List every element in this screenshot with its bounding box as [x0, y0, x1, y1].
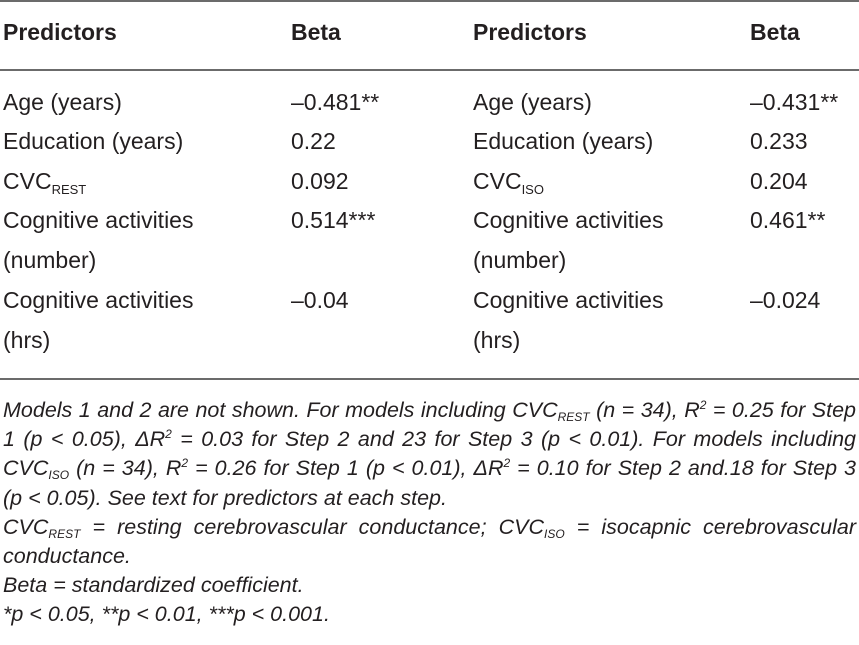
left-predictor-cog-hrs-line2: (hrs) [3, 327, 51, 353]
left-cvc-subscript: REST [51, 182, 87, 197]
footnote-models: Models 1 and 2 are not shown. For models… [3, 398, 857, 510]
left-predictor-age: Age (years) [3, 89, 122, 115]
left-beta-cog-hrs: –0.04 [291, 287, 349, 313]
right-predictor-cog-number-line1: Cognitive activities [473, 207, 664, 233]
left-beta-education: 0.22 [291, 128, 336, 154]
right-predictor-education: Education (years) [473, 128, 654, 154]
footnote-significance: *p < 0.05, **p < 0.01, ***p < 0.001. [3, 602, 330, 627]
right-predictor-cog-hrs-line1: Cognitive activities [473, 287, 664, 313]
left-cvc-label: CVC [3, 168, 52, 194]
left-predictor-education: Education (years) [3, 128, 184, 154]
left-beta-age: –0.481** [291, 89, 380, 115]
left-predictor-cog-number-line1: Cognitive activities [3, 207, 194, 233]
right-predictor-cog-hrs-line2: (hrs) [473, 327, 521, 353]
left-beta-cvc-rest: 0.092 [291, 168, 349, 194]
right-cvc-subscript: ISO [521, 182, 544, 197]
right-beta-education: 0.233 [750, 128, 808, 154]
right-beta-cog-hrs: –0.024 [750, 287, 821, 313]
header-right-predictors: Predictors [473, 19, 587, 45]
left-predictor-cvc-rest: CVCREST [3, 161, 86, 201]
table-header-rule [0, 69, 859, 71]
table-bottom-rule [0, 378, 859, 380]
right-cvc-label: CVC [473, 168, 522, 194]
right-beta-age: –0.431** [750, 89, 839, 115]
right-beta-cvc-iso: 0.204 [750, 168, 808, 194]
footnote-beta: Beta = standardized coefficient. [3, 573, 304, 598]
header-right-beta: Beta [750, 19, 800, 45]
right-beta-cog-number: 0.461** [750, 207, 826, 233]
table-top-rule [0, 0, 859, 2]
footnote-definitions: CVCREST = resting cerebrovascular conduc… [3, 514, 856, 569]
left-predictor-cog-hrs-line1: Cognitive activities [3, 287, 194, 313]
right-predictor-cvc-iso: CVCISO [473, 161, 544, 201]
right-predictor-cog-number-line2: (number) [473, 247, 567, 273]
left-predictor-cog-number-line2: (number) [3, 247, 97, 273]
header-left-predictors: Predictors [3, 19, 117, 45]
table-footnotes: Models 1 and 2 are not shown. For models… [3, 396, 856, 630]
left-beta-cog-number: 0.514*** [291, 207, 376, 233]
right-predictor-age: Age (years) [473, 89, 592, 115]
header-left-beta: Beta [291, 19, 341, 45]
